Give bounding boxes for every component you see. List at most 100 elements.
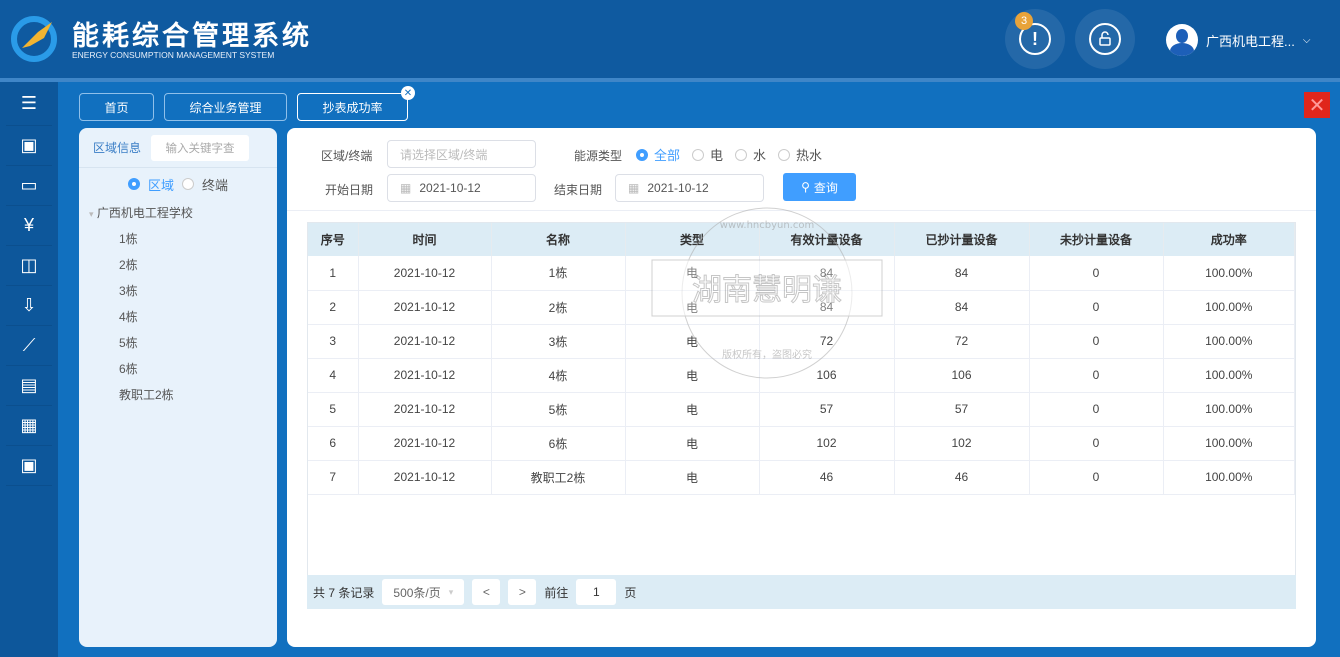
column-header: 有效计量设备: [759, 223, 895, 256]
table-cell: 4: [308, 358, 359, 393]
table-cell: 84: [759, 290, 895, 325]
radio-water-label: 水: [753, 148, 767, 163]
yuan-icon[interactable]: ¥: [6, 206, 52, 246]
folder-download-icon[interactable]: ⇩: [6, 286, 52, 326]
radio-hot-water-label: 热水: [796, 148, 823, 163]
tree-node[interactable]: 2栋: [119, 258, 138, 272]
caret-down-icon[interactable]: ▾: [89, 209, 94, 219]
header-divider: [0, 78, 1340, 82]
column-header: 成功率: [1163, 223, 1295, 256]
menu-icon[interactable]: ☰: [6, 82, 52, 126]
table-cell: 100.00%: [1163, 290, 1295, 325]
page-size-select[interactable]: 500条/页 ▾: [382, 579, 465, 605]
table-cell: 1: [308, 256, 359, 291]
user-menu[interactable]: 广西机电工程... ⌵: [1166, 24, 1310, 56]
radio-region[interactable]: [127, 178, 140, 190]
query-button[interactable]: ⚲ 查询: [783, 173, 856, 201]
table-cell: 2021-10-12: [358, 392, 492, 427]
close-tab-icon[interactable]: ✕: [401, 86, 415, 100]
user-settings-icon[interactable]: ▣: [6, 446, 52, 486]
tree-node-root[interactable]: ▾ 广西机电工程学校: [89, 200, 277, 226]
start-date-label: 开始日期: [325, 183, 374, 197]
alert-badge: 3: [1015, 12, 1033, 30]
table-cell: 72: [759, 324, 895, 359]
table-cell: 106: [759, 358, 895, 393]
goto-label: 前往: [544, 585, 569, 600]
radio-all-label: 全部: [654, 148, 681, 163]
table-cell: 0: [1029, 460, 1164, 495]
radio-water[interactable]: [735, 148, 748, 161]
table-cell: 6栋: [491, 426, 626, 461]
table-cell: 2: [308, 290, 359, 325]
table-cell: 57: [894, 392, 1030, 427]
sidebar: ☰ ▣ ▭ ¥ ◫ ⇩ ⟋ ▤ ▦ ▣: [0, 82, 58, 657]
chevron-down-icon: ⌵: [1302, 34, 1311, 46]
query-label: 查询: [813, 180, 838, 195]
chevron-down-icon: ▾: [448, 586, 454, 597]
tree-node[interactable]: 4栋: [119, 310, 138, 324]
end-date-value: 2021-10-12: [647, 181, 709, 195]
tree-node[interactable]: 教职工2栋: [119, 388, 174, 402]
tree-node[interactable]: 6栋: [119, 362, 138, 376]
tree-node[interactable]: 5栋: [119, 336, 138, 350]
close-page-button[interactable]: ✕: [1304, 92, 1330, 118]
area-label: 区域/终端: [321, 149, 373, 163]
table-cell: 72: [894, 324, 1030, 359]
keyword-search-input[interactable]: 输入关键字查: [151, 134, 250, 161]
table-cell: 1栋: [491, 256, 626, 291]
table-cell: 教职工2栋: [491, 460, 626, 495]
table-cell: 2栋: [491, 290, 626, 325]
tab-home[interactable]: 首页: [79, 93, 154, 121]
radio-region-label: 区域: [147, 177, 174, 193]
radio-electric[interactable]: [692, 148, 705, 161]
prev-page-button[interactable]: <: [472, 579, 501, 605]
tree-node[interactable]: 3栋: [119, 284, 138, 298]
energy-type-radios: 全部 电 水 热水: [636, 145, 822, 164]
table-cell: 100.00%: [1163, 426, 1295, 461]
table-cell: 100.00%: [1163, 324, 1295, 359]
calendar-icon: ▦: [628, 181, 640, 195]
table-cell: 84: [894, 256, 1030, 291]
region-panel-title: 区域信息: [93, 141, 142, 155]
table-cell: 84: [894, 290, 1030, 325]
end-date-input[interactable]: ▦ 2021-10-12: [615, 174, 764, 202]
area-select[interactable]: 请选择区域/终端: [387, 140, 536, 168]
tab-business[interactable]: 综合业务管理: [164, 93, 287, 121]
report-settings-icon[interactable]: ▤: [6, 366, 52, 406]
table-cell: 电: [625, 290, 760, 325]
apps-icon[interactable]: ▦: [6, 406, 52, 446]
pagination: 共 7 条记录 500条/页 ▾ < > 前往 1 页: [307, 575, 1296, 609]
folder-icon[interactable]: ▭: [6, 166, 52, 206]
table-cell: 102: [894, 426, 1030, 461]
tree-node[interactable]: 1栋: [119, 232, 138, 246]
column-header: 类型: [625, 223, 760, 256]
line-chart-icon[interactable]: ⟋: [6, 326, 52, 366]
unlock-icon: [1089, 23, 1121, 55]
lock-button[interactable]: [1075, 9, 1135, 69]
table-cell: 84: [759, 256, 895, 291]
radio-terminal[interactable]: [182, 178, 194, 190]
page-number-input[interactable]: 1: [576, 579, 617, 605]
radio-hot-water[interactable]: [778, 148, 791, 161]
app-header: 能耗综合管理系统 ENERGY CONSUMPTION MANAGEMENT S…: [0, 0, 1340, 78]
start-date-input[interactable]: ▦ 2021-10-12: [387, 174, 536, 202]
table-row: 3 2021-10-12 3栋电 72 72 0 100.00%: [308, 324, 1295, 359]
table-cell: 3: [308, 324, 359, 359]
table-cell: 0: [1029, 290, 1164, 325]
radio-all[interactable]: [636, 148, 648, 161]
tab-meter-success[interactable]: 抄表成功率 ✕: [297, 86, 415, 121]
calendar-icon: ▦: [400, 181, 412, 195]
table-cell: 0: [1029, 392, 1164, 427]
presentation-chart-icon[interactable]: ◫: [6, 246, 52, 286]
table-cell: 2021-10-12: [358, 460, 492, 495]
table-cell: 电: [625, 324, 760, 359]
table-cell: 0: [1029, 324, 1164, 359]
table-cell: 100.00%: [1163, 358, 1295, 393]
table-row: 2 2021-10-12 2栋电 84 84 0 100.00%: [308, 290, 1295, 325]
table-cell: 100.00%: [1163, 392, 1295, 427]
table-cell: 0: [1029, 426, 1164, 461]
alert-button[interactable]: ! 3: [1005, 9, 1065, 69]
table-cell: 2021-10-12: [358, 358, 492, 393]
user-settings-icon[interactable]: ▣: [6, 126, 52, 166]
next-page-button[interactable]: >: [508, 579, 537, 605]
